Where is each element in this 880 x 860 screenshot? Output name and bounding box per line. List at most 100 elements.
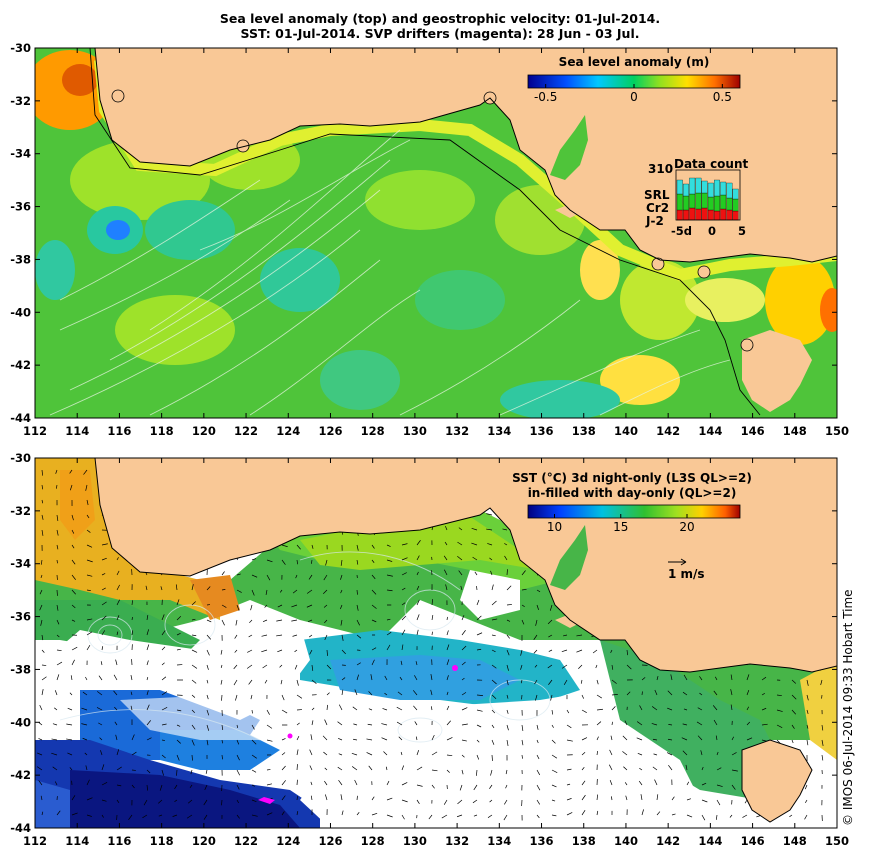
lon-tick-top-124: 124 [276,424,300,438]
sla-streamlines [49,129,731,416]
lat-tick-bottom--32: -32 [10,504,31,518]
lon-tick-top-114: 114 [65,424,89,438]
lat-tick-bottom--36: -36 [10,610,31,624]
lon-tick-top-116: 116 [107,424,131,438]
sst-coastline [94,458,837,673]
lon-tick-bottom-112: 112 [23,834,47,848]
lon-tick-top-134: 134 [487,424,511,438]
lon-tick-bottom-124: 124 [276,834,300,848]
lon-tick-top-132: 132 [445,424,469,438]
lat-tick-top--40: -40 [10,305,31,319]
lat-tick-bottom--38: -38 [10,662,31,676]
data-count-series-cr2: Cr2 [646,201,669,215]
lon-tick-top-146: 146 [741,424,765,438]
lon-tick-bottom-118: 118 [150,834,174,848]
vector-scale-label: 1 m/s [668,567,705,581]
lat-tick-top--44: -44 [10,411,31,425]
lat-tick-bottom--34: -34 [10,557,31,571]
lat-tick-top--36: -36 [10,200,31,214]
axis-ticks: 112 114 116 118 120 122 124 126 128 130 132 134 136 1… [10,41,849,848]
imos-credit: © IMOS 06-Jul-2014 09:33 Hobart Time [841,589,855,826]
data-count-xtick-0: 0 [708,224,716,238]
lat-tick-top--32: -32 [10,94,31,108]
lat-tick-bottom--30: -30 [10,451,31,465]
lon-tick-top-130: 130 [403,424,427,438]
sla-colorbar-ticks: -0.5 0 0.5 [534,84,732,104]
sst-colorbar-tick-10: 10 [547,520,562,534]
sla-coastline [94,48,837,263]
lon-tick-bottom-136: 136 [530,834,554,848]
drifter-track [452,665,458,671]
lon-tick-top-144: 144 [698,424,722,438]
sst-temperature-field [35,458,837,828]
sst-colorbar-tick-20: 20 [679,520,694,534]
lon-tick-bottom-146: 146 [741,834,765,848]
lon-tick-bottom-144: 144 [698,834,722,848]
sst-colorbar-title-2: in-filled with day-only (QL>=2) [528,486,737,500]
sst-colorbar-title-1: SST (°C) 3d night-only (L3S QL>=2) [512,471,752,485]
figure-title-line-1: Sea level anomaly (top) and geostrophic … [219,11,661,26]
data-count-max-label: 310 [648,162,673,176]
sst-colorbar [527,504,741,519]
sla-panel [35,48,837,418]
data-count-inset: Data count 310 SRL Cr2 J-2 -5d 0 5 [644,157,749,238]
lat-tick-top--38: -38 [10,252,31,266]
lon-tick-bottom-138: 138 [572,834,596,848]
lat-tick-top--34: -34 [10,147,31,161]
tasmania-top [742,330,812,412]
lon-tick-top-112: 112 [23,424,47,438]
sst-contours [59,551,551,743]
drifter-track [287,733,293,739]
lat-tick-top--30: -30 [10,41,31,55]
data-count-title: Data count [674,157,749,171]
lon-tick-top-140: 140 [614,424,638,438]
lon-tick-bottom-142: 142 [656,834,680,848]
sla-coastal-band [94,59,837,282]
lon-tick-top-118: 118 [150,424,174,438]
sla-land [95,48,837,412]
drifter-track [258,797,275,804]
lon-tick-bottom-120: 120 [192,834,216,848]
sst-panel-frame [34,457,838,829]
lat-tick-bottom--42: -42 [10,768,31,782]
sst-panel [35,458,837,828]
lat-tick-bottom--44: -44 [10,821,31,835]
lon-tick-bottom-122: 122 [234,834,258,848]
lon-tick-bottom-128: 128 [361,834,385,848]
lon-tick-bottom-130: 130 [403,834,427,848]
lon-tick-top-120: 120 [192,424,216,438]
lon-tick-bottom-116: 116 [107,834,131,848]
lon-tick-top-138: 138 [572,424,596,438]
lon-tick-bottom-126: 126 [318,834,342,848]
data-count-xtick-neg5: -5d [671,224,692,238]
sst-spencer-gulf [550,525,588,590]
sla-colorbar-tick-0.5: 0.5 [713,90,732,104]
sla-panel-frame [34,47,838,419]
lon-tick-bottom-150: 150 [825,834,849,848]
lon-tick-bottom-140: 140 [614,834,638,848]
lat-tick-top--42: -42 [10,358,31,372]
tasmania-bottom [742,740,812,822]
sla-colorbar-tick-0: 0 [630,90,638,104]
figure-title-line-2: SST: 01-Jul-2014. SVP drifters (magenta)… [240,26,640,41]
sla-spencer-gulf [550,115,588,180]
sla-shelf-contour [89,48,761,416]
lon-tick-top-126: 126 [318,424,342,438]
lon-tick-top-142: 142 [656,424,680,438]
lon-tick-top-136: 136 [530,424,554,438]
svp-drifters [258,665,458,804]
lon-tick-bottom-134: 134 [487,834,511,848]
lon-tick-bottom-132: 132 [445,834,469,848]
lon-tick-top-128: 128 [361,424,385,438]
sst-colorbar-ticks: 10 15 20 [547,514,695,534]
vector-scale-key: 1 m/s [668,558,705,581]
lat-tick-bottom--40: -40 [10,715,31,729]
sla-colorbar-title: Sea level anomaly (m) [559,55,710,69]
lon-tick-bottom-114: 114 [65,834,89,848]
lon-tick-top-150: 150 [825,424,849,438]
kangaroo-island-top [555,200,590,218]
lon-tick-bottom-148: 148 [783,834,807,848]
sst-colorbar-tick-15: 15 [613,520,628,534]
data-count-xtick-5: 5 [738,224,746,238]
